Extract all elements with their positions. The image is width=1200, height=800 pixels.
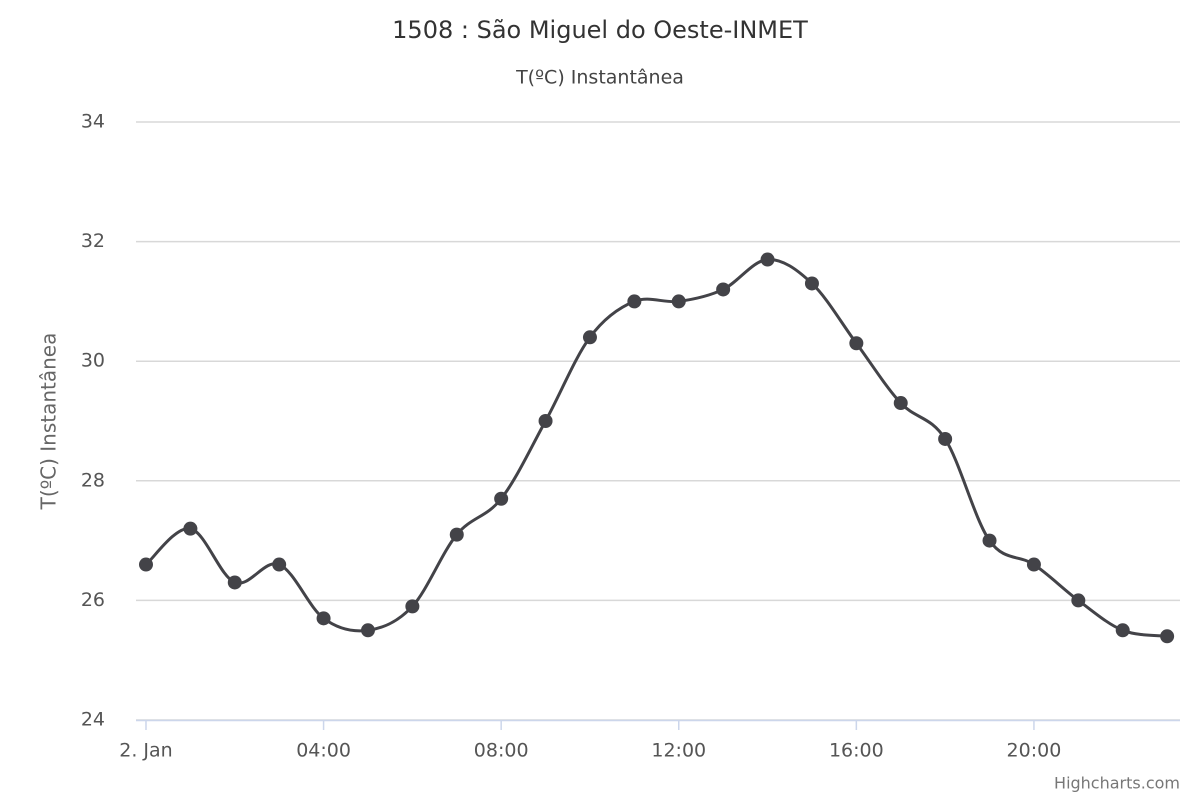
point-marker bbox=[760, 252, 775, 267]
x-tick-label: 2. Jan bbox=[119, 740, 172, 762]
y-tick-label: 30 bbox=[81, 350, 105, 372]
point-marker bbox=[1071, 593, 1086, 608]
y-tick-label: 26 bbox=[81, 589, 105, 611]
point-marker bbox=[138, 557, 153, 572]
x-tick-label: 12:00 bbox=[651, 740, 706, 762]
point-marker bbox=[316, 611, 331, 626]
chart-title: 1508 : São Miguel do Oeste-INMET bbox=[392, 16, 808, 44]
y-tick-label: 34 bbox=[81, 111, 105, 133]
point-marker bbox=[716, 282, 731, 297]
series-line bbox=[144, 258, 1168, 638]
point-marker bbox=[494, 491, 509, 506]
x-tick-label: 20:00 bbox=[1007, 740, 1062, 762]
point-marker bbox=[360, 623, 375, 638]
point-marker bbox=[272, 557, 287, 572]
x-tick-label: 16:00 bbox=[829, 740, 884, 762]
point-marker bbox=[405, 599, 420, 614]
point-marker bbox=[893, 396, 908, 411]
y-tick-label: 32 bbox=[81, 230, 105, 252]
point-marker bbox=[538, 414, 553, 428]
y-axis-title: T(ºC) Instantânea bbox=[37, 333, 61, 511]
point-marker bbox=[804, 276, 819, 291]
x-tick-label: 08:00 bbox=[474, 740, 529, 762]
chart-subtitle: T(ºC) Instantânea bbox=[515, 67, 684, 89]
y-tick-label: 28 bbox=[81, 469, 105, 491]
point-marker bbox=[1026, 557, 1041, 572]
point-marker bbox=[671, 294, 686, 309]
y-tick-label: 24 bbox=[81, 709, 105, 731]
point-marker bbox=[449, 527, 464, 542]
point-marker bbox=[183, 521, 198, 536]
point-marker bbox=[849, 336, 864, 351]
point-marker bbox=[982, 533, 997, 548]
point-marker bbox=[1115, 623, 1130, 638]
x-tick-label: 04:00 bbox=[296, 740, 351, 762]
point-marker bbox=[227, 575, 242, 590]
point-marker bbox=[938, 431, 953, 446]
point-marker bbox=[1160, 629, 1175, 644]
credits: Highcharts.com bbox=[1054, 774, 1180, 793]
point-marker bbox=[627, 294, 642, 309]
point-marker bbox=[582, 330, 597, 345]
